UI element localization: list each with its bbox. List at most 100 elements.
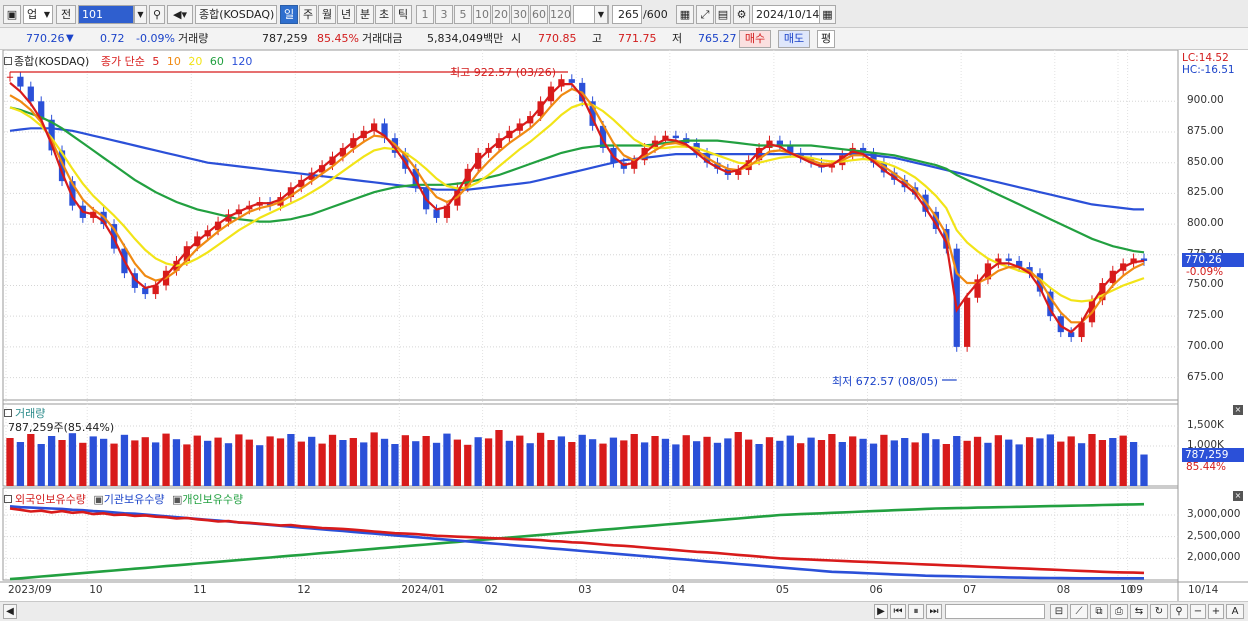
candle-body [329,156,336,166]
holdings-tick-label: 2,500,000 [1187,529,1241,542]
print-icon[interactable]: ⎙ [1110,604,1128,619]
date-input[interactable]: 2024/10/14 [752,5,820,24]
candle-body [1047,291,1054,317]
candle-body [27,86,34,102]
zoom-in-icon[interactable]: + [1208,604,1224,619]
panel-icon[interactable] [4,495,12,503]
last-page-icon[interactable]: ⏭ [926,604,942,619]
chart-scrollbar[interactable]: ◀ ▶ ⏮ ⏸ ⏭ ⊟ ⟋ ⧉ ⎙ ⇆ ↻ ⚲ − + A [0,601,1248,621]
close-icon[interactable]: × [1233,491,1243,501]
volume-bar [869,443,878,486]
buy-button[interactable]: 매수 [739,30,771,48]
volume-bar [932,439,940,486]
price-change-pct: -0.09% [136,32,175,45]
calendar-icon[interactable]: ▦ [819,5,836,24]
speaker-icon[interactable]: ◀▾ [167,5,193,24]
volume-bar [360,442,368,486]
volume-bar [911,442,919,486]
volume-bar [703,436,711,486]
interval-tab-10[interactable]: 10 [473,5,491,24]
draw-icon[interactable]: ⟋ [1070,604,1088,619]
chevron-down-icon[interactable]: ▼ [134,5,147,24]
period-tab-4[interactable]: 분 [356,5,374,24]
chevron-down-icon[interactable]: ▼ [594,5,608,24]
save-icon[interactable]: ▤ [715,5,731,24]
code-input[interactable]: 101 [78,5,134,24]
market-select[interactable]: 업 ▼ [23,5,53,24]
period-tab-6[interactable]: 틱 [394,5,412,24]
volume-bar [464,444,472,486]
interval-tab-30[interactable]: 30 [511,5,529,24]
chart-area[interactable]: 종합(KOSDAQ) 종가 단순 5 10 20 60 120 LC:14.52… [0,49,1248,601]
count-input[interactable]: 265 [612,5,642,24]
interval-tab-120[interactable]: 120 [549,5,571,24]
split-icon[interactable]: ⊟ [1050,604,1068,619]
font-size-icon[interactable]: A [1226,604,1244,619]
volume-bar [235,434,243,486]
chart-canvas[interactable] [0,49,1248,601]
panel-icon: ▣ [93,493,104,506]
gear-icon[interactable]: ⚙ [733,5,750,24]
volume-ratio-tag: 85.44% [1186,461,1227,473]
volume-bar [391,444,399,486]
window-icon[interactable]: ▣ [3,5,21,24]
grid-icon[interactable]: ▦ [676,5,694,24]
candle-body [589,101,596,126]
volume-bar [339,440,347,486]
compare-icon[interactable]: ⇆ [1130,604,1148,619]
volume-bar [890,440,898,486]
close-icon[interactable]: × [1233,405,1243,415]
volume-bar [994,435,1002,486]
volume-bar [495,430,503,486]
volume-bar [193,435,201,486]
period-tab-5[interactable]: 초 [375,5,393,24]
interval-tab-60[interactable]: 60 [530,5,548,24]
candle-body [110,224,118,249]
candle-body [568,79,575,83]
x-tick-label: 10 [89,584,103,596]
eval-button[interactable]: 평 [817,30,835,48]
high-annotation: 최고 922.57 (03/26) [450,66,557,79]
volume-bar [16,442,25,486]
panel-icon[interactable] [4,409,12,417]
refresh-icon[interactable]: ↻ [1150,604,1168,619]
period-tab-0[interactable]: 일 [280,5,298,24]
period-tab-3[interactable]: 년 [337,5,355,24]
volume-bar [682,435,690,486]
interval-tab-20[interactable]: 20 [492,5,510,24]
sell-button[interactable]: 매도 [778,30,810,48]
candle-body [631,160,638,169]
search-icon[interactable]: ⚲ [149,5,165,24]
interval-tab-3[interactable]: 3 [435,5,453,24]
zoom-icon[interactable]: ⤢ [696,5,714,24]
ma-line-ma120 [9,127,1144,211]
period-tab-2[interactable]: 월 [318,5,336,24]
scroll-right-icon[interactable]: ▶ [874,604,888,619]
volume-bar [849,436,857,486]
volume-bar [526,443,534,486]
jeon-button[interactable]: 전 [56,5,76,24]
low-label: 저 [672,32,683,45]
volume-bar [901,438,909,486]
interval-tab-1[interactable]: 1 [416,5,434,24]
candle-body [599,125,607,148]
zoom-out-icon[interactable]: − [1190,604,1206,619]
x-tick-label: 03 [578,584,592,596]
volume-bar [1057,441,1065,486]
volume-tick-label: 1,500K [1187,419,1224,431]
zoom-slider[interactable] [945,604,1045,619]
candle-body [953,248,960,347]
volume-bar [880,434,888,486]
first-page-icon[interactable]: ⏮ [890,604,906,619]
volume-bar [588,439,597,486]
pause-icon[interactable]: ⏸ [908,604,924,619]
magnify-icon[interactable]: ⚲ [1170,604,1188,619]
volume-bar [630,434,638,486]
candle-body [943,229,950,249]
scroll-left-icon[interactable]: ◀ [3,604,17,619]
period-tab-1[interactable]: 주 [299,5,317,24]
panel-icon[interactable] [4,57,12,65]
volume-bar [141,437,149,486]
copy-icon[interactable]: ⧉ [1090,604,1108,619]
interval-tab-5[interactable]: 5 [454,5,472,24]
